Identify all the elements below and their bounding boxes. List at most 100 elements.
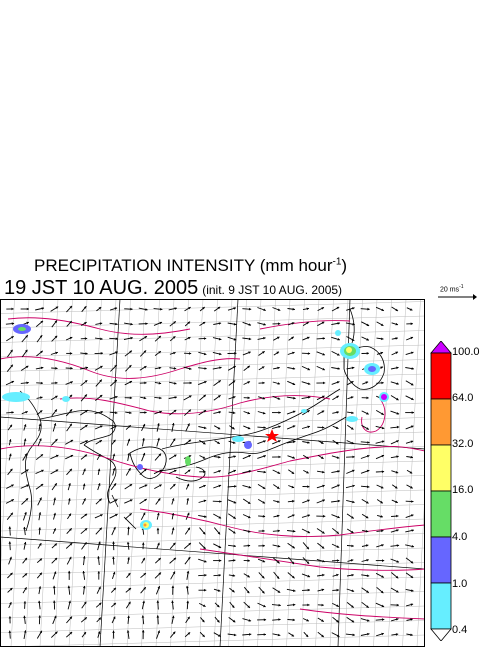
- wind-vector: [112, 556, 115, 565]
- wind-vector: [213, 470, 221, 474]
- wind-vector: [52, 585, 56, 595]
- wind-vector: [273, 571, 280, 580]
- wind-vector: [273, 514, 280, 518]
- wind-vector: [51, 335, 58, 342]
- wind-vector: [258, 572, 265, 579]
- wind-vector: [37, 438, 42, 447]
- wind-vector: [332, 411, 339, 414]
- wind-vector: [301, 588, 311, 592]
- wind-vector: [301, 573, 311, 578]
- wind-vector: [123, 336, 133, 340]
- wind-vector: [154, 484, 162, 489]
- wind-vector: [80, 440, 88, 445]
- wind-vector: [95, 394, 103, 401]
- valid-time: 19 JST 10 AUG. 2005 (init. 9 JST 10 AUG. …: [4, 277, 342, 300]
- wind-vector: [169, 409, 177, 416]
- wind-vector: [67, 585, 71, 595]
- wind-vector: [95, 379, 103, 387]
- wind-vector: [286, 588, 296, 592]
- wind-vector: [257, 558, 266, 563]
- wind-vector: [36, 558, 43, 564]
- wind-vector: [198, 337, 207, 340]
- wind-vector: [346, 617, 355, 623]
- wind-vector: [228, 513, 236, 520]
- wind-vector: [50, 351, 59, 355]
- wind-vector: [171, 615, 175, 624]
- wind-vector: [390, 425, 400, 429]
- wind-vector: [198, 484, 206, 489]
- wind-vector: [68, 498, 71, 505]
- wind-vector: [227, 499, 237, 504]
- wind-vector: [53, 600, 56, 610]
- wind-vector: [375, 454, 385, 460]
- wind-vector: [51, 320, 58, 328]
- wind-vector: [346, 588, 355, 592]
- wind-vector: [227, 322, 237, 326]
- wind-vector: [390, 618, 399, 622]
- wind-vector: [331, 559, 340, 562]
- wind-vector: [80, 337, 88, 340]
- wind-vector: [258, 586, 265, 594]
- wind-vector: [345, 633, 355, 637]
- wind-vector: [331, 470, 340, 474]
- wind-vector: [186, 600, 190, 610]
- wind-vector: [65, 336, 73, 341]
- wind-vector: [375, 602, 385, 608]
- wind-vector: [391, 633, 399, 636]
- wind-vector: [20, 469, 29, 475]
- wind-vector: [317, 542, 325, 549]
- wind-vector: [288, 336, 295, 341]
- wind-vector: [23, 615, 26, 624]
- wind-vector: [214, 440, 221, 445]
- wind-vector: [227, 633, 237, 637]
- vector-scale-label: 20 ms-1: [440, 284, 464, 293]
- wind-vector: [156, 527, 160, 535]
- wind-vector: [112, 630, 115, 639]
- wind-vector: [110, 602, 117, 608]
- wind-vector: [199, 470, 206, 474]
- wind-vector: [52, 571, 57, 580]
- wind-vector: [406, 322, 413, 326]
- wind-vector: [376, 381, 384, 385]
- wind-vector: [228, 396, 236, 400]
- wind-vector: [23, 541, 27, 550]
- chart-title: PRECIPITATION INTENSITY (mm hour-1): [34, 256, 347, 276]
- wind-vector: [214, 602, 220, 608]
- wind-vector: [139, 498, 148, 505]
- wind-vector: [331, 543, 340, 548]
- wind-vector: [391, 572, 399, 579]
- wind-vector: [317, 573, 325, 577]
- wind-vector: [199, 455, 206, 459]
- wind-vector: [390, 529, 399, 533]
- colorbar-label-64: 64.0: [452, 392, 474, 404]
- wind-vector: [183, 381, 192, 385]
- colorbar-bin-16-32: [430, 444, 452, 492]
- wind-vector: [258, 529, 265, 533]
- wind-vector: [391, 514, 399, 518]
- wind-vector: [375, 572, 385, 578]
- wind-vector: [139, 335, 148, 342]
- wind-vector: [390, 366, 399, 370]
- wind-vector: [23, 424, 27, 431]
- wind-vector: [331, 350, 340, 356]
- wind-vector: [168, 307, 177, 311]
- wind-vector: [184, 527, 191, 535]
- colorbar-top-cap: [430, 341, 452, 354]
- wind-vector: [38, 586, 42, 595]
- wind-vector: [156, 512, 160, 520]
- wind-vector: [51, 557, 58, 564]
- wind-vector: [405, 440, 414, 444]
- wind-vector: [228, 380, 236, 386]
- wind-vector: [243, 544, 251, 547]
- wind-vector: [185, 512, 190, 520]
- wind-vector: [302, 603, 310, 607]
- wind-vector: [212, 366, 222, 370]
- wind-vector: [213, 425, 221, 430]
- wind-vector: [272, 307, 281, 311]
- wind-vector: [288, 485, 295, 489]
- wind-vector: [257, 322, 266, 326]
- wind-vector: [156, 630, 160, 639]
- wind-vector: [184, 556, 191, 565]
- wind-vector: [332, 602, 340, 608]
- wind-vector: [35, 320, 44, 328]
